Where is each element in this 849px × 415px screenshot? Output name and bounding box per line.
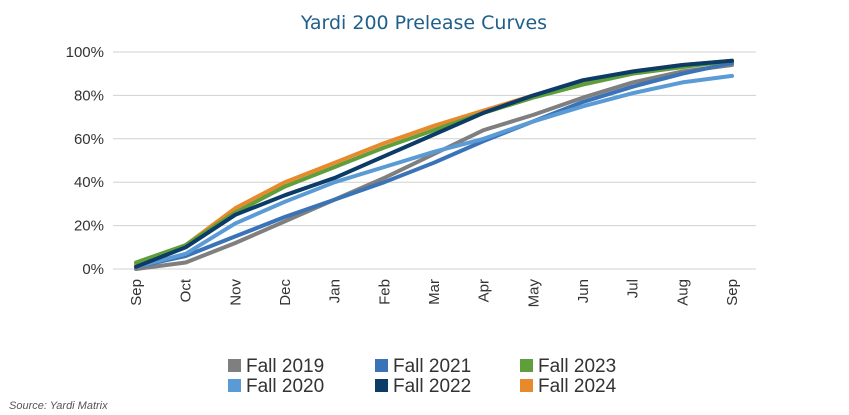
x-tick-label: Apr bbox=[476, 279, 493, 302]
x-tick-label: Dec bbox=[277, 279, 294, 306]
series-lines bbox=[134, 58, 734, 271]
x-axis-ticks: Sep Oct Nov Dec Jan Feb Mar Apr May Jun Jul Aug Sep bbox=[128, 278, 741, 307]
legend-item: Fall 2019 bbox=[228, 356, 324, 377]
y-tick-label: 40% bbox=[74, 174, 104, 191]
chart-title: Yardi 200 Prelease Curves bbox=[300, 12, 547, 34]
source-note: Source: Yardi Matrix bbox=[9, 400, 108, 412]
series-line-fall-2019 bbox=[134, 63, 734, 271]
y-tick-label: 20% bbox=[74, 218, 104, 235]
legend-swatch bbox=[375, 379, 388, 392]
y-tick-label: 80% bbox=[74, 87, 104, 104]
y-axis-ticks: 0% 20% 40% 60% 80% 100% bbox=[66, 44, 104, 278]
legend-swatch bbox=[375, 359, 388, 372]
y-tick-label: 100% bbox=[66, 44, 104, 61]
legend-label: Fall 2020 bbox=[246, 376, 324, 397]
legend-label: Fall 2022 bbox=[393, 376, 471, 397]
series-line-fall-2022 bbox=[134, 58, 734, 269]
legend-item: Fall 2020 bbox=[228, 376, 324, 397]
legend-item: Fall 2022 bbox=[375, 376, 471, 397]
x-tick-label: Mar bbox=[426, 279, 443, 305]
y-tick-label: 0% bbox=[82, 261, 104, 278]
series-line-fall-2023 bbox=[134, 58, 734, 265]
x-tick-label: Jan bbox=[327, 279, 344, 303]
x-tick-label: Feb bbox=[376, 279, 393, 305]
legend-swatch bbox=[520, 379, 533, 392]
legend-label: Fall 2019 bbox=[246, 356, 324, 377]
series-line-fall-2021 bbox=[134, 60, 734, 269]
legend-swatch bbox=[520, 359, 533, 372]
x-tick-label: May bbox=[525, 279, 542, 308]
legend-swatch bbox=[228, 379, 241, 392]
series-line-fall-2020 bbox=[134, 73, 734, 269]
x-tick-label: Oct bbox=[178, 278, 195, 302]
legend-item: Fall 2024 bbox=[520, 376, 617, 397]
x-tick-label: Jul bbox=[625, 279, 642, 298]
legend-item: Fall 2023 bbox=[520, 356, 616, 377]
y-tick-label: 60% bbox=[74, 131, 104, 148]
legend-item: Fall 2021 bbox=[375, 356, 471, 377]
legend-label: Fall 2024 bbox=[538, 376, 617, 397]
x-tick-label: Jun bbox=[575, 279, 592, 303]
legend-label: Fall 2021 bbox=[393, 356, 471, 377]
legend-label: Fall 2023 bbox=[538, 356, 616, 377]
x-tick-label: Nov bbox=[227, 279, 244, 306]
x-tick-label: Sep bbox=[128, 279, 145, 306]
x-tick-label: Aug bbox=[674, 279, 691, 306]
legend-swatch bbox=[228, 359, 241, 372]
x-tick-label: Sep bbox=[724, 279, 741, 306]
